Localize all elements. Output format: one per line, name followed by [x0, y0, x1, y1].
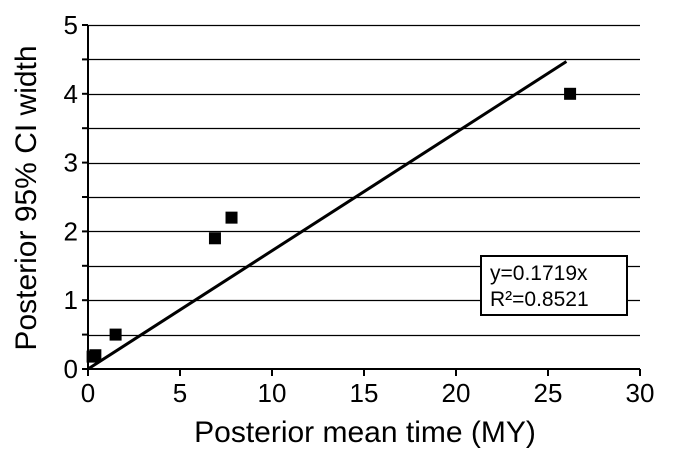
x-tick-labels: 0 5 10 15 20 25 30: [81, 378, 655, 408]
data-point: [564, 87, 577, 100]
data-point: [109, 328, 122, 341]
x-tick-label: 15: [350, 378, 379, 408]
data-points: [86, 87, 577, 363]
x-tick-label: 25: [534, 378, 563, 408]
data-point: [225, 211, 238, 224]
gridlines: [88, 24, 640, 337]
equation-box: y=0.1719x R²=0.8521: [480, 255, 628, 316]
r-squared-text: R²=0.8521: [490, 288, 589, 311]
y-tick-label: 3: [64, 148, 78, 178]
data-point: [89, 349, 102, 362]
x-tick-label: 5: [173, 378, 187, 408]
y-tick-label: 0: [64, 354, 78, 384]
y-axis-title: Posterior 95% CI width: [10, 45, 43, 350]
x-tick-label: 10: [258, 378, 287, 408]
y-tick-label: 2: [64, 216, 78, 246]
y-tick-labels: 0 1 2 3 4 5: [64, 10, 78, 384]
data-point: [208, 232, 221, 245]
y-tick-label: 4: [64, 79, 78, 109]
x-tick-label: 30: [626, 378, 655, 408]
x-tick-label: 0: [81, 378, 95, 408]
equation-text: y=0.1719x: [490, 262, 588, 285]
axes: [82, 24, 641, 376]
x-axis-title: Posterior mean time (MY): [194, 416, 536, 449]
y-tick-label: 1: [64, 285, 78, 315]
y-tick-label: 5: [64, 10, 78, 40]
trendline: [87, 60, 568, 371]
x-tick-label: 20: [442, 378, 471, 408]
